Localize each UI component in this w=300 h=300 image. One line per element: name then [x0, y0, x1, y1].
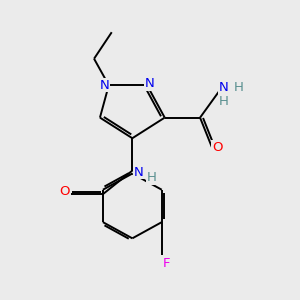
Text: N: N: [133, 166, 143, 178]
Text: F: F: [162, 257, 170, 270]
Text: H: H: [219, 95, 229, 108]
Text: N: N: [145, 77, 155, 90]
Text: N: N: [100, 79, 109, 92]
Text: H: H: [146, 172, 156, 184]
Text: O: O: [59, 185, 70, 198]
Text: O: O: [212, 141, 222, 154]
Text: H: H: [233, 81, 243, 94]
Text: N: N: [219, 81, 229, 94]
